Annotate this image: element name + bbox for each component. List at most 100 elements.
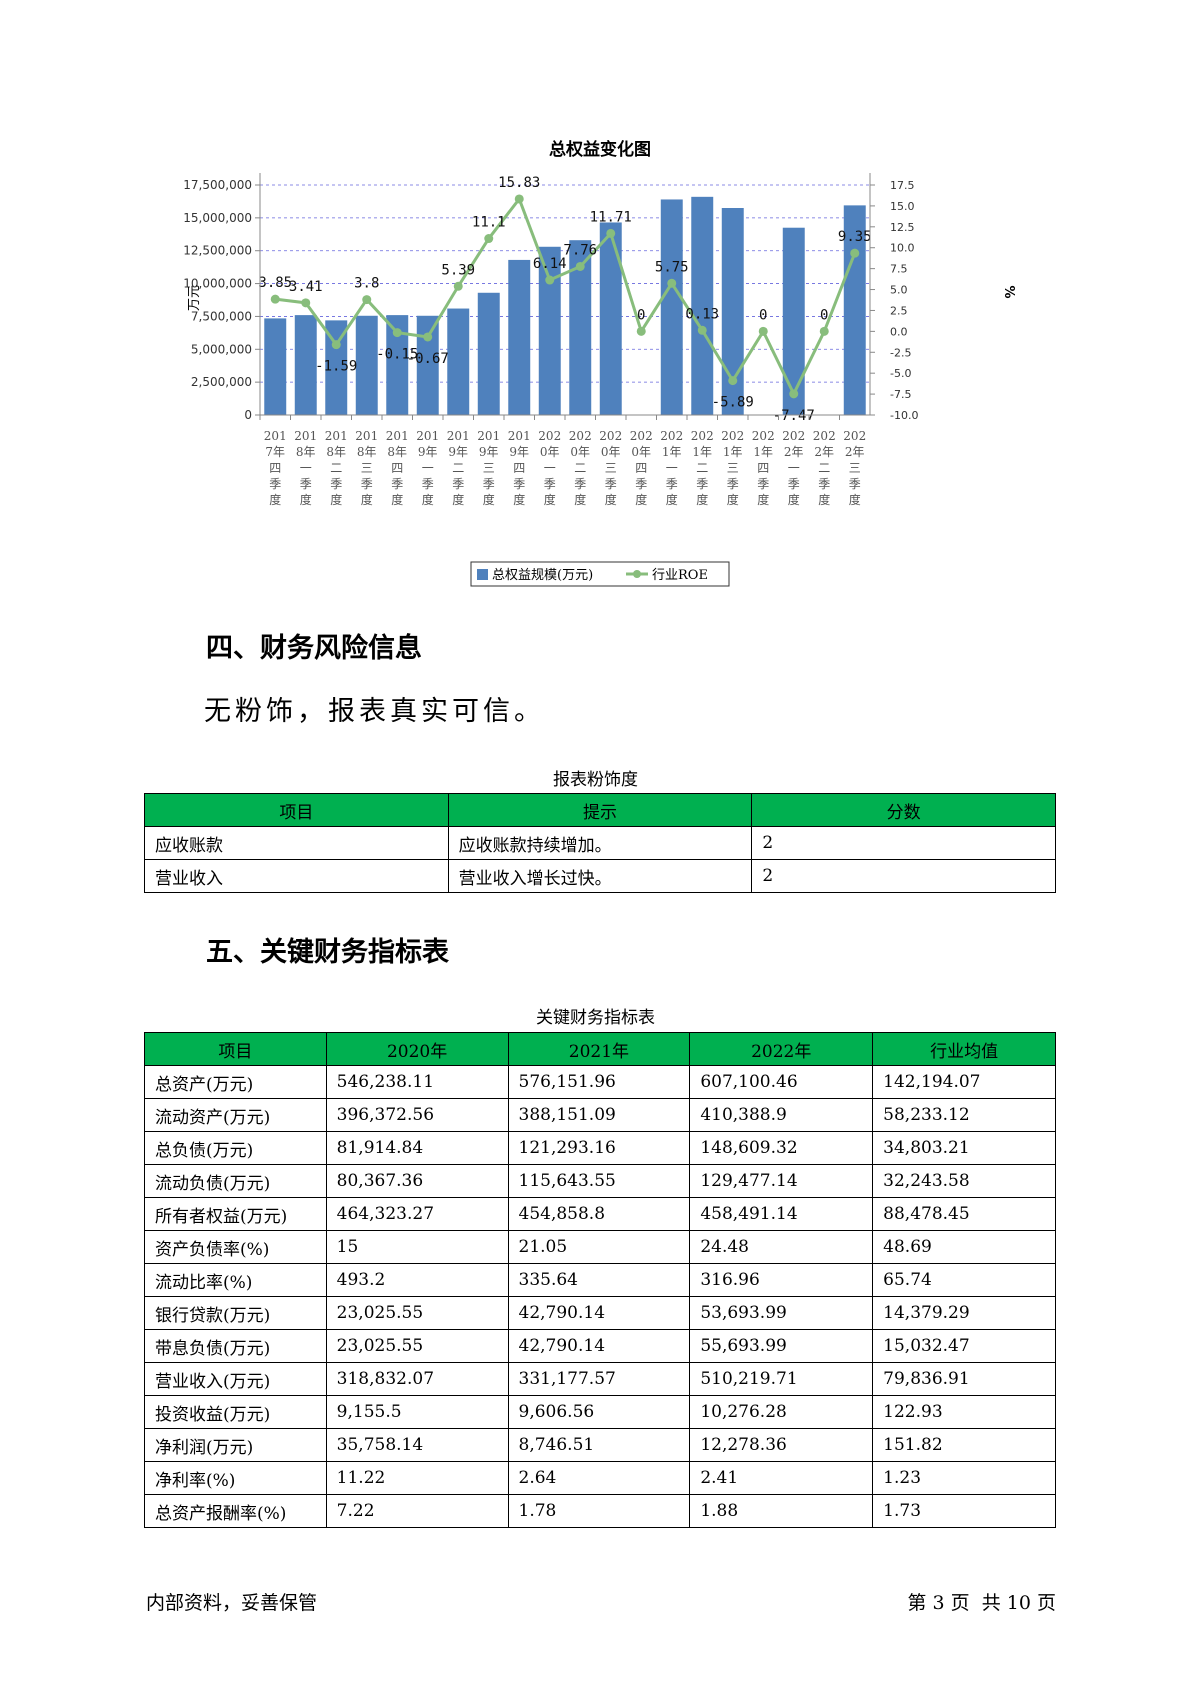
value-cell: 9,155.5 [325,1395,509,1429]
footer-confidential-note: 内部资料，妥善保管 [146,1592,318,1614]
roe-data-label: -0.67 [407,351,449,367]
x-tick-label: 四 [757,461,769,475]
y-tick-label: 10,000,000 [183,277,252,291]
roe-data-label: 5.39 [441,262,475,278]
x-tick-label: 季 [330,477,342,491]
roe-point [423,332,433,342]
value-cell: 576,151.96 [507,1065,691,1099]
row-label-cell: 总负债(万元) [144,1131,327,1165]
value-cell: 458,491.14 [689,1197,874,1231]
roe-data-label: 15.83 [498,175,540,191]
x-tick-label: 202 [538,429,561,443]
x-tick-label: 202 [691,429,714,443]
y2-tick-label: -10.0 [890,409,918,422]
x-tick-label: 8年 [357,445,377,459]
x-tick-label: 0年 [570,445,590,459]
value-cell: 121,293.16 [507,1131,691,1165]
x-tick-label: 202 [752,429,775,443]
x-tick-label: 度 [452,492,464,507]
value-cell: 55,693.99 [689,1329,874,1363]
page-mid: 页 共 [950,1592,1001,1614]
x-tick-label: 度 [300,492,312,507]
x-tick-label: 度 [269,492,281,507]
value-cell: 142,194.07 [872,1065,1056,1099]
x-tick-label: 三 [483,461,495,475]
x-tick-label: 2年 [784,445,804,459]
value-cell: 148,609.32 [689,1131,874,1165]
x-tick-label: 度 [788,492,800,507]
row-label-cell: 应收账款 [144,826,449,860]
x-tick-label: 季 [300,477,312,491]
bar [691,196,714,415]
x-tick-label: 季 [513,477,525,491]
row-label-cell: 净利率(%) [144,1461,327,1495]
x-tick-label: 8年 [296,445,316,459]
x-tick-label: 202 [599,429,622,443]
section-heading-risk: 四、财务风险信息 [206,633,422,664]
x-tick-label: 一 [666,461,678,475]
row-label-cell: 资产负债率(%) [144,1230,327,1264]
x-tick-label: 四 [391,461,403,475]
x-tick-label: 一 [788,461,800,475]
x-tick-label: 9年 [479,445,499,459]
roe-point [697,325,707,335]
value-cell: 115,643.55 [507,1164,691,1198]
x-tick-label: 一 [422,461,434,475]
x-tick-label: 202 [782,429,805,443]
bar [660,199,683,415]
table-row: 流动负债(万元) 80,367.36 115,643.55 129,477.14 32,… [144,1164,1056,1198]
roe-data-label: 3.8 [354,276,379,292]
row-label-cell: 流动资产(万元) [144,1098,327,1132]
page-suffix: 页 [1036,1592,1056,1614]
roe-data-label: 9.35 [838,229,872,245]
roe-point [545,275,555,285]
section-heading-key-indicators: 五、关键财务指标表 [206,937,449,968]
x-tick-label: 9年 [448,445,468,459]
x-tick-label: 0年 [631,445,651,459]
roe-data-label: -5.89 [712,395,754,411]
row-label-cell: 投资收益(万元) [144,1395,327,1429]
x-tick-label: 季 [727,477,739,491]
table-header-row: 项目 2020年 2021年 2022年 行业均值 [144,1032,1056,1066]
x-tick-label: 季 [269,477,281,491]
y2-tick-label: 17.5 [890,179,915,192]
roe-data-label: 0 [820,307,828,323]
value-cell: 35,758.14 [325,1428,509,1462]
x-tick-label: 季 [483,477,495,491]
y-tick-label: 15,000,000 [183,211,252,225]
roe-point [331,340,341,350]
table-row: 总资产(万元) 546,238.11 576,151.96 607,100.46 142… [144,1065,1056,1099]
row-label-cell: 营业收入(万元) [144,1362,327,1396]
roe-point [270,294,280,304]
bar [782,227,805,415]
roe-data-label: 0 [759,307,767,323]
y2-tick-label: 10.0 [890,242,915,255]
bar [294,315,317,415]
x-tick-label: 度 [635,492,647,507]
x-tick-label: 201 [477,429,500,443]
table-row: 总负债(万元) 81,914.84 121,293.16 148,609.32 34,8… [144,1131,1056,1165]
x-tick-label: 201 [508,429,531,443]
value-cell: 21.05 [507,1230,691,1264]
x-tick-label: 季 [391,477,403,491]
bar-series-equity [264,196,866,415]
y2-tick-label: 7.5 [890,263,908,276]
table-row: 流动资产(万元) 396,372.56 388,151.09 410,388.9 58,… [144,1098,1056,1132]
roe-point [453,281,463,291]
fraud-table: 项目 提示 分数 应收账款 应收账款持续增加。 2 营业收入 营业收入增长过快。 2 [144,793,1056,893]
x-tick-label: 9年 [418,445,438,459]
x-tick-label: 202 [813,429,836,443]
y-tick-label: 7,500,000 [191,309,252,323]
x-tick-label: 度 [330,492,342,507]
roe-point [606,228,616,238]
x-tick-label: 度 [483,492,495,507]
y2-tick-label: -2.5 [890,346,911,359]
x-tick-label: 季 [818,477,830,491]
value-cell: 34,803.21 [872,1131,1056,1165]
key-table-caption: 关键财务指标表 [536,1008,655,1028]
value-cell: 65.74 [872,1263,1056,1297]
header-cell: 分数 [751,793,1056,827]
y-tick-label: 5,000,000 [191,342,252,356]
value-cell: 151.82 [872,1428,1056,1462]
header-cell: 项目 [144,793,449,827]
